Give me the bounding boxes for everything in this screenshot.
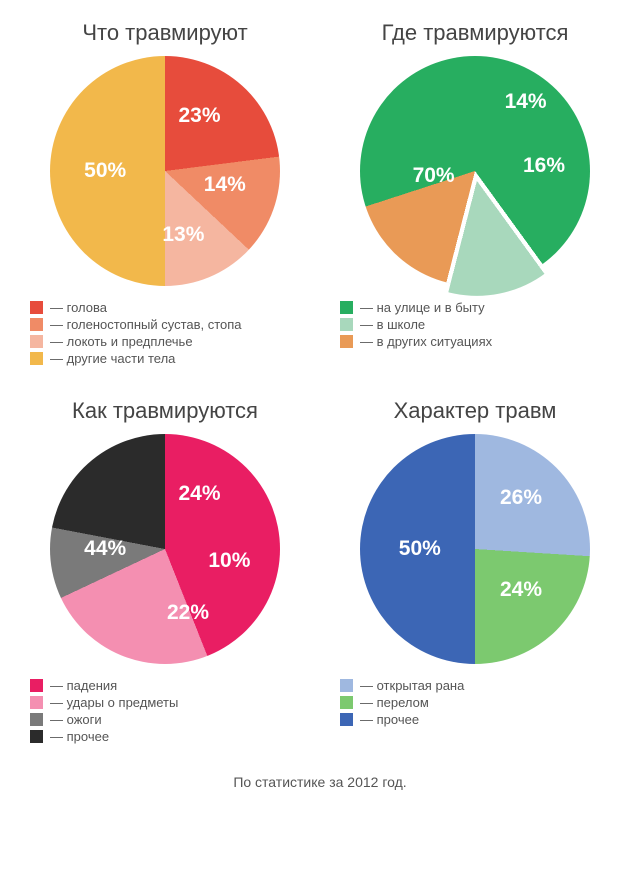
chart-title: Как травмируются	[30, 398, 300, 424]
legend: — на улице и в быту — в школе — в других с…	[340, 300, 610, 351]
legend-item: — в школе	[340, 317, 610, 332]
chart-block: Что травмируют 23% 14% 13% 50% — голова — голе…	[30, 20, 300, 368]
legend-item: — ожоги	[30, 712, 300, 727]
legend-item: — в других ситуациях	[340, 334, 610, 349]
legend-item: — перелом	[340, 695, 610, 710]
legend-swatch	[340, 713, 353, 726]
slice-label: 13%	[162, 223, 204, 247]
legend-swatch	[30, 318, 43, 331]
legend-label: — прочее	[50, 729, 109, 744]
slice-label: 26%	[500, 486, 542, 510]
legend-label: — в школе	[360, 317, 425, 332]
slice-label: 50%	[399, 537, 441, 561]
chart-title: Характер травм	[340, 398, 610, 424]
slice-label: 23%	[178, 104, 220, 128]
chart-title: Что травмируют	[30, 20, 300, 46]
legend-swatch	[30, 301, 43, 314]
chart-block: Где травмируются 70% 14% 16% — на улице и в …	[340, 20, 610, 368]
legend-label: — открытая рана	[360, 678, 464, 693]
slice-label: 22%	[167, 601, 209, 625]
legend-label: — голеностопный сустав, стопа	[50, 317, 242, 332]
legend-label: — в других ситуациях	[360, 334, 492, 349]
legend-item: — прочее	[340, 712, 610, 727]
legend-swatch	[30, 679, 43, 692]
legend-item: — падения	[30, 678, 300, 693]
slice-label: 50%	[84, 159, 126, 183]
legend-label: — голова	[50, 300, 107, 315]
charts-grid: Что травмируют 23% 14% 13% 50% — голова — голе…	[30, 20, 610, 746]
chart-block: Характер травм26%24%50%— открытая рана— …	[340, 398, 610, 746]
legend-item: — голеностопный сустав, стопа	[30, 317, 300, 332]
chart-block: Как травмируются 44% 24% 10% 22% — падения — у…	[30, 398, 300, 746]
legend-label: — удары о предметы	[50, 695, 178, 710]
slice-label: 16%	[523, 154, 565, 178]
slice-label: 24%	[500, 578, 542, 602]
legend-item: — на улице и в быту	[340, 300, 610, 315]
legend-swatch	[30, 713, 43, 726]
legend-item: — голова	[30, 300, 300, 315]
legend-label: — локоть и предплечье	[50, 334, 193, 349]
footer-text: По статистике за 2012 год.	[30, 774, 610, 790]
legend-item: — открытая рана	[340, 678, 610, 693]
legend-item: — локоть и предплечье	[30, 334, 300, 349]
legend-swatch	[30, 352, 43, 365]
legend-swatch	[30, 696, 43, 709]
pie-chart	[360, 434, 590, 664]
slice-label: 14%	[505, 90, 547, 114]
legend-swatch	[30, 335, 43, 348]
slice-label: 24%	[178, 482, 220, 506]
legend: — падения — удары о предметы — ожоги — проч…	[30, 678, 300, 746]
slice-label: 14%	[204, 173, 246, 197]
legend-item: — удары о предметы	[30, 695, 300, 710]
legend-item: — другие части тела	[30, 351, 300, 366]
chart-title: Где травмируются	[340, 20, 610, 46]
legend-label: — другие части тела	[50, 351, 175, 366]
legend: — открытая рана — перелом — прочее	[340, 678, 610, 729]
legend-swatch	[340, 335, 353, 348]
legend-swatch	[340, 301, 353, 314]
legend: — голова — голеностопный сустав, стопа — л…	[30, 300, 300, 368]
legend-label: — ожоги	[50, 712, 102, 727]
legend-swatch	[340, 679, 353, 692]
legend-swatch	[340, 696, 353, 709]
legend-label: — падения	[50, 678, 117, 693]
legend-swatch	[30, 730, 43, 743]
slice-label: 10%	[208, 549, 250, 573]
legend-label: — перелом	[360, 695, 429, 710]
legend-label: — прочее	[360, 712, 419, 727]
legend-item: — прочее	[30, 729, 300, 744]
slice-label: 70%	[413, 164, 455, 188]
slice-label: 44%	[84, 537, 126, 561]
legend-label: — на улице и в быту	[360, 300, 485, 315]
legend-swatch	[340, 318, 353, 331]
